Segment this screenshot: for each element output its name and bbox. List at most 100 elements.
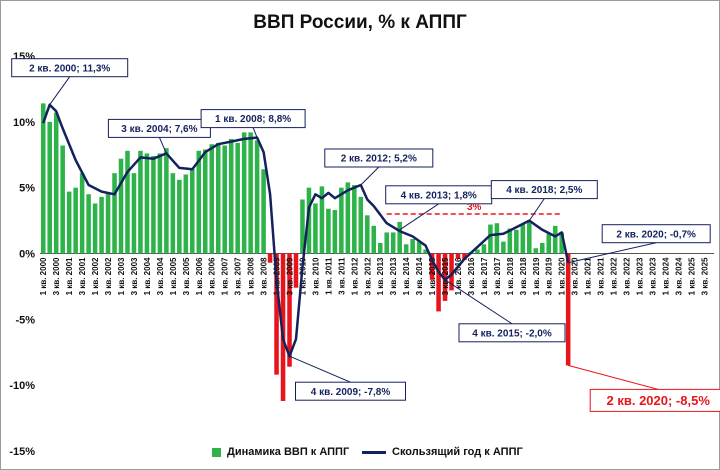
bar	[546, 233, 552, 254]
annotation-leader	[399, 203, 439, 231]
annotation-box	[11, 58, 129, 78]
x-tick-label: 3 кв. 2004	[156, 257, 165, 295]
bar	[235, 142, 240, 254]
x-tick-label: 1 кв. 2002	[91, 257, 100, 295]
bar	[202, 149, 208, 254]
annotation-leader	[568, 242, 657, 264]
x-tick-label: 3 кв. 2005	[182, 257, 191, 295]
bar	[533, 248, 539, 254]
bar	[306, 187, 312, 254]
y-tick-label: 10%	[13, 117, 35, 129]
bar	[177, 179, 182, 254]
bar	[559, 232, 564, 254]
x-tick-label: 3 кв. 2019	[545, 257, 554, 295]
annotation-leader	[252, 127, 258, 138]
bar	[274, 253, 279, 375]
x-tick-label: 3 кв. 2018	[519, 257, 528, 295]
x-tick-label: 1 кв. 2025	[687, 257, 696, 295]
bar	[520, 224, 526, 254]
bar	[501, 241, 506, 254]
annotation-label: 4 кв. 2018; 2,5%	[506, 185, 582, 196]
bar	[410, 239, 415, 254]
bar	[416, 241, 422, 254]
x-tick-label: 3 кв. 2002	[104, 257, 113, 295]
x-tick-label: 1 кв. 2001	[65, 257, 74, 295]
bar	[164, 148, 169, 254]
bar	[196, 150, 202, 254]
x-tick-label: 1 кв. 2007	[221, 257, 230, 295]
bar	[377, 242, 383, 254]
y-tick-label: 5%	[19, 183, 35, 195]
annotation-label: 2 кв. 2000; 11,3%	[29, 63, 110, 74]
bar	[403, 244, 409, 254]
x-tick-label: 3 кв. 2024	[674, 257, 683, 295]
x-tick-label: 1 кв. 2016	[454, 257, 463, 295]
annotation-callout: 2 кв. 2012; 5,2%	[324, 148, 434, 186]
bar	[384, 232, 389, 254]
bar	[345, 182, 351, 254]
annotation-callout: 3 кв. 2004; 7,6%	[107, 118, 211, 154]
bar	[248, 132, 253, 254]
bar	[222, 145, 227, 254]
bar	[190, 169, 195, 254]
x-tick-label: 3 кв. 2007	[234, 257, 243, 295]
annotation-box	[324, 148, 434, 168]
bar	[170, 173, 176, 254]
x-tick-label: 3 кв. 2017	[493, 257, 502, 295]
annotation-label: 4 кв. 2009; -7,8%	[311, 387, 391, 398]
bar	[339, 187, 344, 254]
bar	[332, 210, 338, 254]
x-tick-label: 3 кв. 2013	[389, 257, 398, 295]
x-tick-label: 3 кв. 2014	[415, 257, 424, 295]
x-tick-label: 1 кв. 2013	[376, 257, 385, 295]
bar	[527, 220, 532, 254]
bar	[293, 253, 299, 288]
annotation-callout: 4 кв. 2009; -7,8%	[289, 355, 406, 401]
bar	[228, 138, 234, 254]
bar	[319, 186, 325, 254]
x-tick-label: 3 кв. 2016	[467, 257, 476, 295]
annotation-box	[200, 109, 306, 129]
bar	[455, 253, 461, 259]
annotation-label: 3 кв. 2004; 7,6%	[121, 124, 197, 135]
bar	[144, 153, 150, 254]
x-tick-label: 3 кв. 2000	[52, 257, 61, 295]
annotation-callout: 2 кв. 2000; 11,3%	[11, 58, 129, 105]
bar	[92, 203, 98, 254]
bar	[475, 249, 480, 254]
annotation-box	[589, 388, 720, 412]
bar	[371, 225, 377, 254]
bar	[125, 150, 130, 254]
bar	[326, 208, 331, 254]
annotation-label: 4 кв. 2015; -2,0%	[472, 328, 552, 339]
bar	[99, 196, 104, 254]
annotation-leader	[289, 355, 351, 383]
annotation-label: 2 кв. 2020; -0,7%	[616, 229, 696, 240]
bar	[131, 173, 137, 254]
legend-item-line: Скользящий год к АППГ	[362, 446, 523, 458]
x-tick-label: 1 кв. 2018	[506, 257, 515, 295]
bar	[215, 142, 221, 254]
annotation-label: 2 кв. 2020; -8,5%	[607, 393, 711, 408]
bar	[112, 173, 117, 254]
x-tick-label: 3 кв. 2003	[130, 257, 139, 295]
x-tick-label: 1 кв. 2019	[532, 257, 541, 295]
x-tick-label: 1 кв. 2010	[299, 257, 308, 295]
bar	[358, 196, 364, 254]
x-tick-label: 1 кв. 2020	[558, 257, 567, 295]
y-tick-label: -15%	[9, 446, 35, 458]
x-tick-label: 3 кв. 2011	[337, 257, 346, 295]
annotation-box	[107, 118, 211, 138]
annotation-leader	[568, 364, 659, 390]
bar	[429, 253, 435, 280]
y-tick-label: 0%	[19, 249, 35, 261]
annotation-leader	[49, 76, 71, 105]
bar	[287, 253, 292, 367]
bar	[138, 150, 143, 254]
bar	[442, 253, 448, 301]
y-tick-label: -5%	[15, 314, 35, 326]
bar	[261, 169, 266, 254]
bar	[105, 192, 111, 254]
bar	[313, 203, 318, 254]
